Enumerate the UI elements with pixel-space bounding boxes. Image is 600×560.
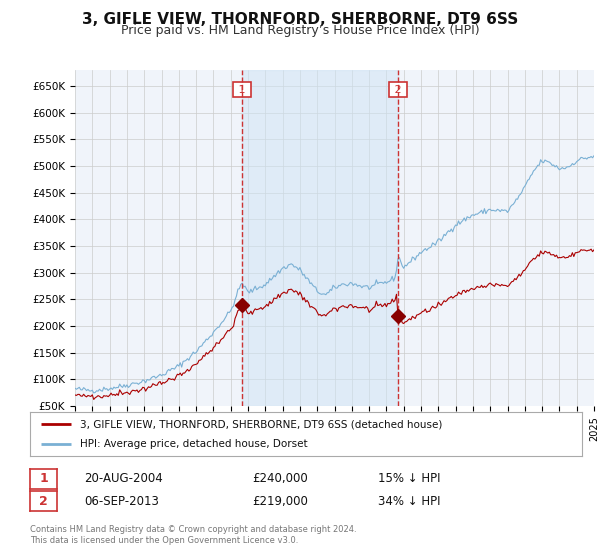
Text: 1: 1 <box>235 85 249 95</box>
Text: £219,000: £219,000 <box>252 494 308 508</box>
Text: 2: 2 <box>391 85 405 95</box>
Text: HPI: Average price, detached house, Dorset: HPI: Average price, detached house, Dors… <box>80 439 307 449</box>
Text: Price paid vs. HM Land Registry’s House Price Index (HPI): Price paid vs. HM Land Registry’s House … <box>121 24 479 36</box>
Text: 06-SEP-2013: 06-SEP-2013 <box>84 494 159 508</box>
Text: 34% ↓ HPI: 34% ↓ HPI <box>378 494 440 508</box>
Text: 20-AUG-2004: 20-AUG-2004 <box>84 472 163 486</box>
Text: Contains HM Land Registry data © Crown copyright and database right 2024.
This d: Contains HM Land Registry data © Crown c… <box>30 525 356 545</box>
Text: 15% ↓ HPI: 15% ↓ HPI <box>378 472 440 486</box>
Text: £240,000: £240,000 <box>252 472 308 486</box>
Text: 2: 2 <box>39 494 48 508</box>
Text: 3, GIFLE VIEW, THORNFORD, SHERBORNE, DT9 6SS (detached house): 3, GIFLE VIEW, THORNFORD, SHERBORNE, DT9… <box>80 419 442 429</box>
Bar <box>242 70 398 406</box>
Text: 1: 1 <box>39 472 48 486</box>
Text: 3, GIFLE VIEW, THORNFORD, SHERBORNE, DT9 6SS: 3, GIFLE VIEW, THORNFORD, SHERBORNE, DT9… <box>82 12 518 27</box>
